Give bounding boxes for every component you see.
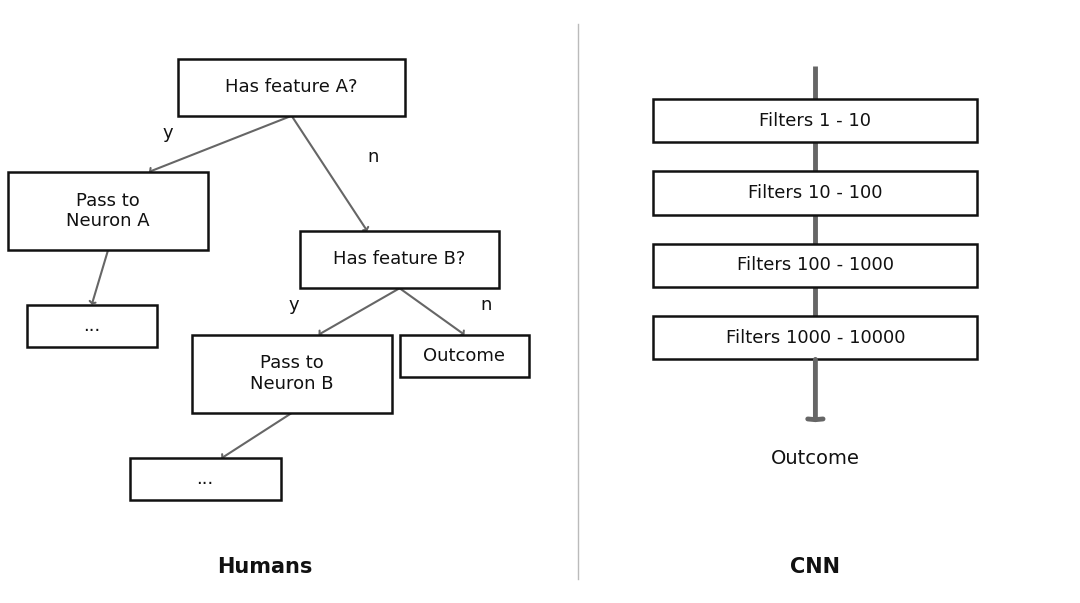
FancyBboxPatch shape [9, 172, 207, 250]
FancyBboxPatch shape [653, 171, 977, 215]
Text: Pass to
Neuron A: Pass to Neuron A [66, 192, 150, 230]
FancyBboxPatch shape [653, 316, 977, 359]
Text: n: n [367, 148, 378, 166]
FancyBboxPatch shape [178, 59, 405, 116]
Text: n: n [481, 295, 491, 314]
Text: Outcome: Outcome [423, 347, 505, 365]
FancyBboxPatch shape [130, 458, 281, 500]
Text: Filters 1000 - 10000: Filters 1000 - 10000 [726, 329, 905, 347]
Text: CNN: CNN [791, 557, 840, 577]
Text: Humans: Humans [217, 557, 312, 577]
Text: Outcome: Outcome [771, 449, 860, 468]
FancyBboxPatch shape [192, 335, 392, 413]
FancyBboxPatch shape [27, 305, 157, 347]
Text: Filters 100 - 1000: Filters 100 - 1000 [737, 256, 894, 274]
FancyBboxPatch shape [400, 335, 529, 377]
FancyBboxPatch shape [653, 244, 977, 287]
Text: Has feature A?: Has feature A? [226, 78, 357, 96]
Text: Pass to
Neuron B: Pass to Neuron B [249, 355, 334, 393]
FancyBboxPatch shape [653, 99, 977, 142]
Text: y: y [162, 124, 173, 142]
Text: Filters 10 - 100: Filters 10 - 100 [748, 184, 882, 202]
Text: Has feature B?: Has feature B? [334, 250, 465, 268]
FancyBboxPatch shape [300, 231, 499, 288]
Text: Filters 1 - 10: Filters 1 - 10 [759, 112, 872, 130]
Text: y: y [288, 295, 299, 314]
Text: ...: ... [83, 317, 100, 335]
Text: ...: ... [197, 470, 214, 488]
